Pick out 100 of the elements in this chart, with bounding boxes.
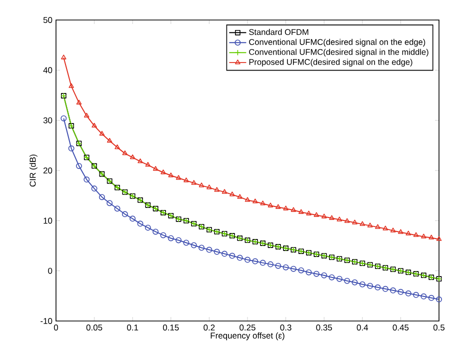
point	[183, 240, 190, 246]
point	[176, 237, 182, 244]
point	[374, 284, 381, 290]
point	[321, 214, 327, 218]
point	[244, 197, 250, 202]
y-tick-label: 0	[48, 268, 52, 274]
point	[84, 112, 90, 118]
point	[236, 254, 243, 261]
x-tick-label: 0.45	[392, 324, 409, 331]
point	[306, 210, 312, 216]
point	[145, 162, 151, 167]
point	[428, 234, 434, 240]
point	[122, 150, 128, 156]
point	[130, 216, 136, 222]
point	[283, 206, 288, 210]
point	[390, 228, 396, 232]
point	[260, 200, 266, 206]
point	[214, 248, 220, 255]
point	[329, 215, 334, 220]
point	[91, 186, 98, 192]
point	[421, 234, 426, 238]
point	[428, 294, 434, 301]
point	[237, 194, 242, 199]
legend-label: Proposed UFMC(desired signal on the edge)	[249, 58, 412, 67]
point	[367, 222, 373, 228]
x-tick-label: 0.35	[316, 324, 332, 331]
point	[298, 209, 304, 214]
point	[214, 187, 220, 192]
point	[230, 192, 235, 196]
point	[68, 83, 74, 88]
point	[382, 286, 388, 292]
point	[406, 230, 412, 236]
legend-label: Standard OFDM	[249, 28, 308, 35]
point	[328, 274, 335, 280]
point	[252, 198, 258, 204]
x-tick-label: 0.15	[162, 324, 179, 331]
point	[168, 172, 174, 178]
point	[413, 232, 419, 237]
point	[84, 176, 90, 183]
point	[114, 144, 120, 150]
point	[413, 292, 420, 298]
point	[267, 261, 274, 268]
x-tick-label: 0.4	[356, 324, 368, 331]
point	[306, 269, 312, 276]
point	[76, 162, 82, 169]
point	[160, 170, 166, 174]
point	[398, 288, 404, 295]
x-tick-label: 0.05	[86, 324, 102, 331]
point	[152, 228, 159, 235]
point	[275, 204, 281, 209]
y-tick-label: 20	[43, 168, 52, 174]
point	[198, 244, 205, 251]
point	[222, 189, 228, 194]
point	[206, 246, 212, 253]
point	[359, 281, 366, 288]
point	[68, 145, 74, 152]
y-tick-label: 40	[43, 67, 52, 74]
point	[252, 258, 258, 264]
point	[268, 202, 274, 208]
point	[76, 100, 82, 104]
point	[190, 242, 197, 248]
point	[184, 178, 189, 182]
y-tick-label: 10	[44, 218, 52, 224]
point	[260, 260, 266, 266]
y-axis-title: CIR (dB)	[30, 154, 38, 187]
point	[275, 262, 282, 269]
point	[290, 266, 296, 272]
point	[244, 256, 250, 263]
point	[99, 130, 105, 136]
point	[360, 221, 366, 226]
point	[314, 212, 320, 217]
point	[92, 122, 97, 128]
x-tick-label: 0.2	[204, 324, 215, 331]
point	[152, 166, 158, 171]
point	[144, 224, 151, 231]
point	[229, 252, 236, 259]
point	[344, 218, 350, 223]
x-tick-label: 0.3	[280, 324, 292, 331]
point	[222, 250, 228, 257]
legend-label: Conventional UFMC(desired signal on the edge)	[249, 38, 426, 47]
point	[420, 293, 427, 300]
point	[114, 206, 120, 212]
point	[352, 220, 358, 224]
y-tick-label: 50	[43, 17, 52, 23]
x-axis-title: Frequency offset (ε)	[210, 332, 284, 340]
x-tick-label: 0.25	[240, 324, 256, 331]
point	[122, 211, 128, 218]
point	[405, 290, 412, 296]
point	[137, 220, 144, 227]
point	[298, 267, 304, 274]
point	[313, 270, 320, 277]
point	[191, 180, 197, 185]
point	[168, 235, 174, 242]
point	[130, 154, 136, 160]
y-tick-label: -10	[40, 318, 52, 324]
x-tick-label: 0.5	[433, 324, 445, 331]
point	[344, 278, 350, 284]
point	[282, 264, 289, 270]
point	[176, 175, 182, 180]
point	[206, 184, 212, 190]
